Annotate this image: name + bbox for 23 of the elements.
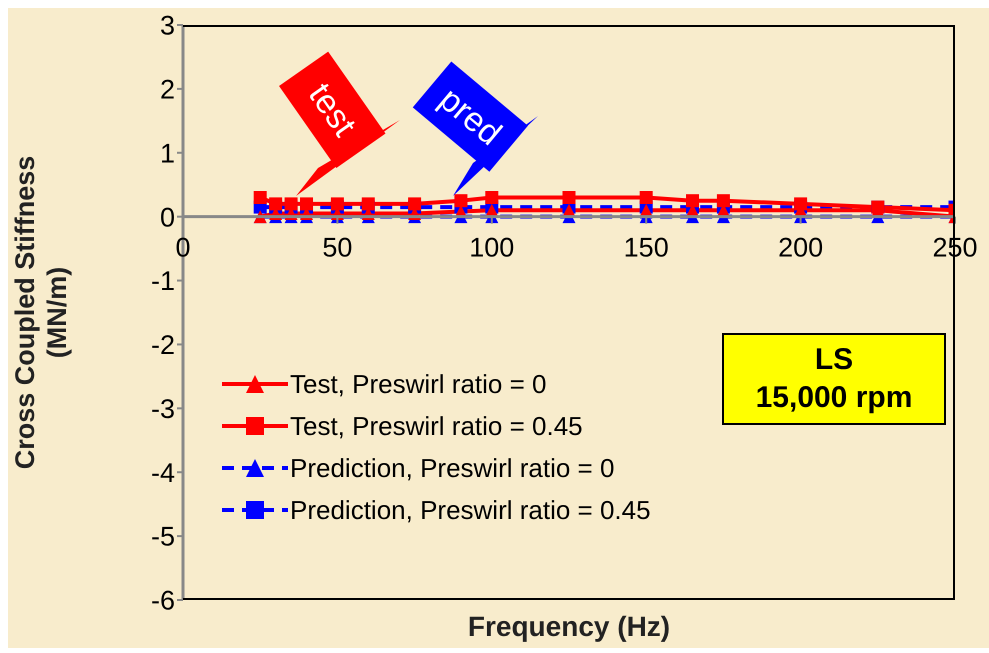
y-axis-title: Cross Coupled Stiffness (MN/m) bbox=[10, 156, 72, 470]
legend-label: Test, Preswirl ratio = 0 bbox=[290, 368, 546, 401]
y-tick-label: -2 bbox=[150, 330, 175, 360]
x-tick-label: 200 bbox=[778, 232, 824, 263]
y-tick-label: 2 bbox=[160, 74, 175, 104]
y-tick-label: -1 bbox=[150, 266, 175, 296]
annotation: pred bbox=[432, 80, 509, 153]
y-tick-label: -6 bbox=[150, 586, 175, 616]
annotation: LS 15,000 rpm bbox=[754, 342, 914, 416]
x-tick-label: 50 bbox=[322, 232, 352, 263]
legend-label: Prediction, Preswirl ratio = 0.45 bbox=[290, 494, 651, 527]
y-tick-label: -5 bbox=[150, 522, 175, 552]
legend-label: Prediction, Preswirl ratio = 0 bbox=[290, 452, 614, 485]
y-tick-label: -4 bbox=[150, 458, 175, 488]
x-tick-label: 100 bbox=[469, 232, 514, 263]
x-tick-label: 150 bbox=[624, 232, 669, 263]
y-tick-label: 1 bbox=[160, 138, 175, 168]
annotation: test bbox=[300, 76, 364, 144]
x-axis-title: Frequency (Hz) bbox=[468, 611, 670, 642]
y-tick-label: -3 bbox=[150, 394, 175, 424]
legend-label: Test, Preswirl ratio = 0.45 bbox=[290, 410, 583, 443]
y-tick-label: 3 bbox=[160, 10, 175, 41]
y-tick-label: 0 bbox=[160, 202, 175, 232]
